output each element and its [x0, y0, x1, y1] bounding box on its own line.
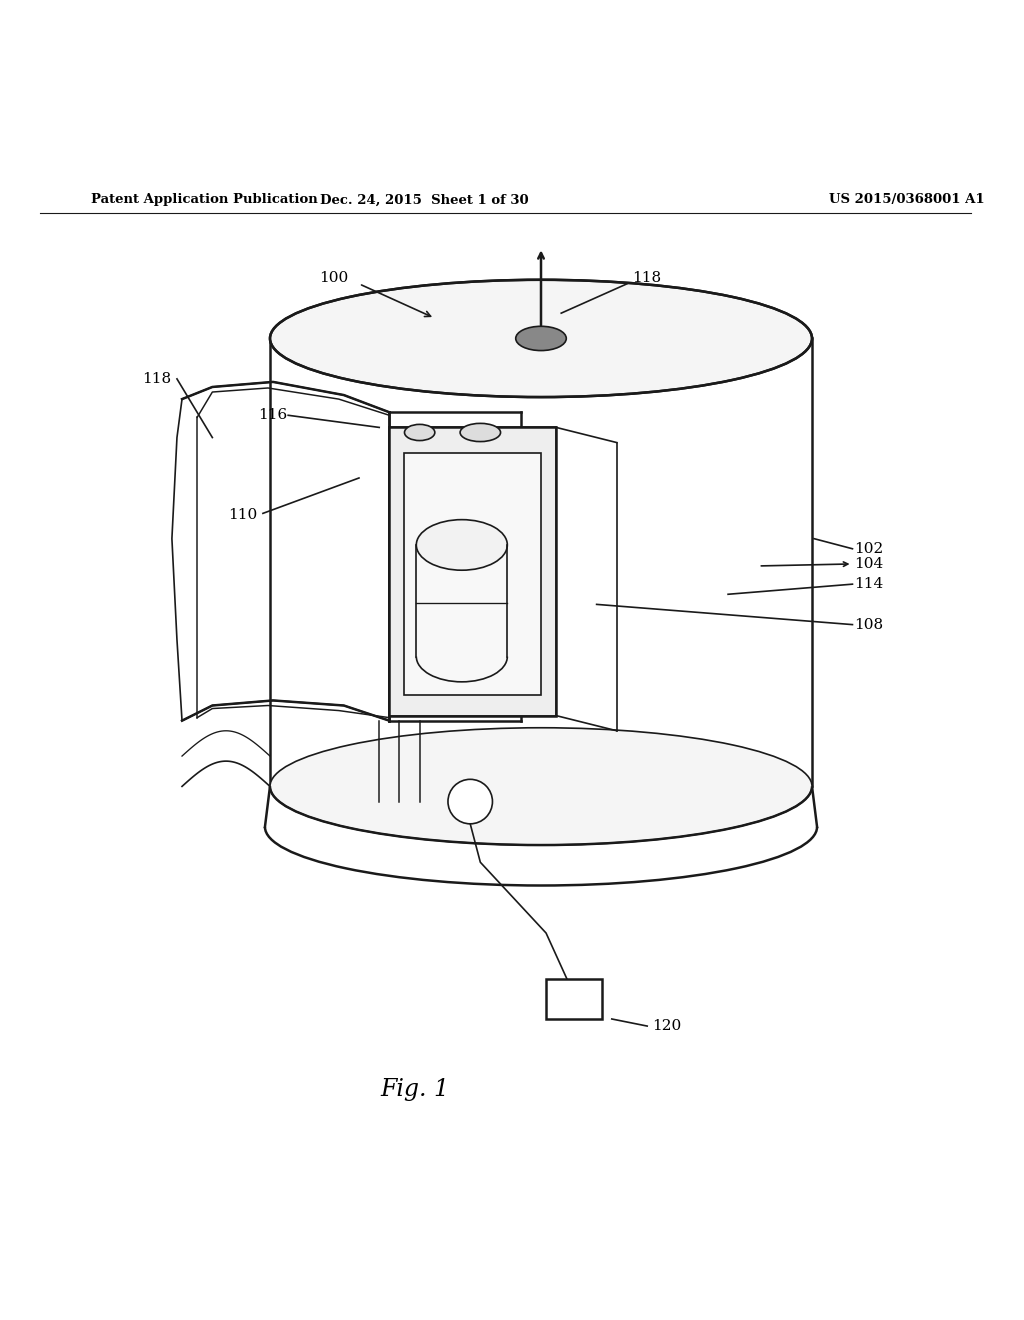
Text: 118: 118	[142, 372, 171, 385]
Text: 110: 110	[228, 508, 257, 523]
Ellipse shape	[447, 779, 493, 824]
Bar	[389, 428, 556, 715]
Text: US 2015/0368001 A1: US 2015/0368001 A1	[829, 194, 985, 206]
Text: 108: 108	[854, 618, 884, 631]
Ellipse shape	[404, 425, 435, 441]
Text: 118: 118	[633, 271, 662, 285]
Ellipse shape	[417, 520, 507, 570]
Text: Fig. 1: Fig. 1	[380, 1078, 450, 1101]
Text: 114: 114	[854, 577, 884, 591]
Text: 120: 120	[652, 1019, 682, 1034]
Text: 116: 116	[258, 408, 288, 422]
Ellipse shape	[460, 424, 501, 442]
Ellipse shape	[270, 280, 812, 397]
Text: 102: 102	[854, 541, 884, 556]
Ellipse shape	[516, 326, 566, 351]
Bar	[404, 453, 541, 696]
Bar	[546, 978, 602, 1019]
Text: 104: 104	[854, 557, 884, 572]
Text: Patent Application Publication: Patent Application Publication	[91, 194, 317, 206]
Ellipse shape	[270, 727, 812, 845]
Text: 100: 100	[319, 271, 348, 285]
Bar	[389, 428, 556, 715]
Text: Dec. 24, 2015  Sheet 1 of 30: Dec. 24, 2015 Sheet 1 of 30	[321, 194, 529, 206]
